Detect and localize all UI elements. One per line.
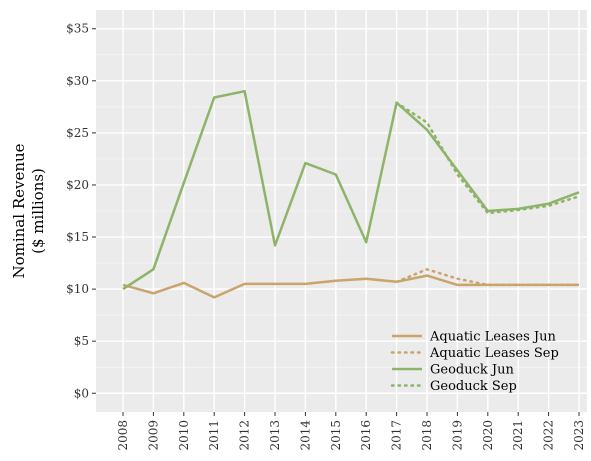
y-tick-label: $25 bbox=[66, 126, 89, 140]
y-axis-title-line1: Nominal Revenue bbox=[10, 143, 28, 278]
x-tick-label: 2008 bbox=[116, 420, 130, 451]
y-axis: $0 $5 $10 $15 $20 $25 $30 $35 bbox=[66, 22, 96, 400]
y-tick-label: $20 bbox=[66, 178, 89, 192]
y-tick-label: $0 bbox=[74, 386, 89, 400]
series-line-aquatic-leases-sep bbox=[395, 268, 581, 287]
x-tick-label: 2023 bbox=[572, 420, 586, 451]
series-line-geoduck-sep bbox=[395, 101, 581, 215]
y-tick-label: $5 bbox=[74, 334, 89, 348]
x-tick-label: 2009 bbox=[146, 420, 160, 451]
x-tick-label: 2014 bbox=[298, 420, 312, 451]
x-axis: 2008 2009 2010 2011 2012 2013 2014 2015 2016 2017… bbox=[116, 412, 586, 451]
legend-label: Aquatic Leases Jun bbox=[429, 330, 556, 345]
y-axis-title-line2: ($ millions) bbox=[29, 168, 47, 254]
series-lines bbox=[122, 89, 581, 299]
x-tick-label: 2010 bbox=[177, 420, 191, 451]
x-tick-label: 2012 bbox=[238, 420, 252, 451]
y-axis-title: Nominal Revenue ($ millions) bbox=[10, 143, 47, 278]
x-tick-label: 2011 bbox=[207, 420, 221, 451]
y-tick-label: $15 bbox=[66, 230, 89, 244]
y-tick-label: $30 bbox=[66, 74, 89, 88]
x-tick-label: 2019 bbox=[450, 420, 464, 451]
x-tick-label: 2018 bbox=[420, 420, 434, 451]
legend-label: Geoduck Jun bbox=[430, 363, 514, 378]
y-tick-label: $35 bbox=[66, 22, 89, 36]
x-tick-label: 2021 bbox=[511, 420, 525, 451]
legend-label: Aquatic Leases Sep bbox=[429, 346, 559, 361]
x-tick-label: 2015 bbox=[329, 420, 343, 451]
x-tick-label: 2022 bbox=[542, 420, 556, 451]
legend-label: Geoduck Sep bbox=[430, 379, 517, 394]
grid bbox=[96, 10, 587, 412]
x-tick-label: 2020 bbox=[481, 420, 495, 451]
series-line-geoduck-jun bbox=[122, 89, 580, 291]
y-tick-label: $10 bbox=[66, 282, 89, 296]
x-tick-label: 2017 bbox=[390, 420, 404, 451]
x-tick-label: 2013 bbox=[268, 420, 282, 451]
x-tick-label: 2016 bbox=[359, 420, 373, 451]
